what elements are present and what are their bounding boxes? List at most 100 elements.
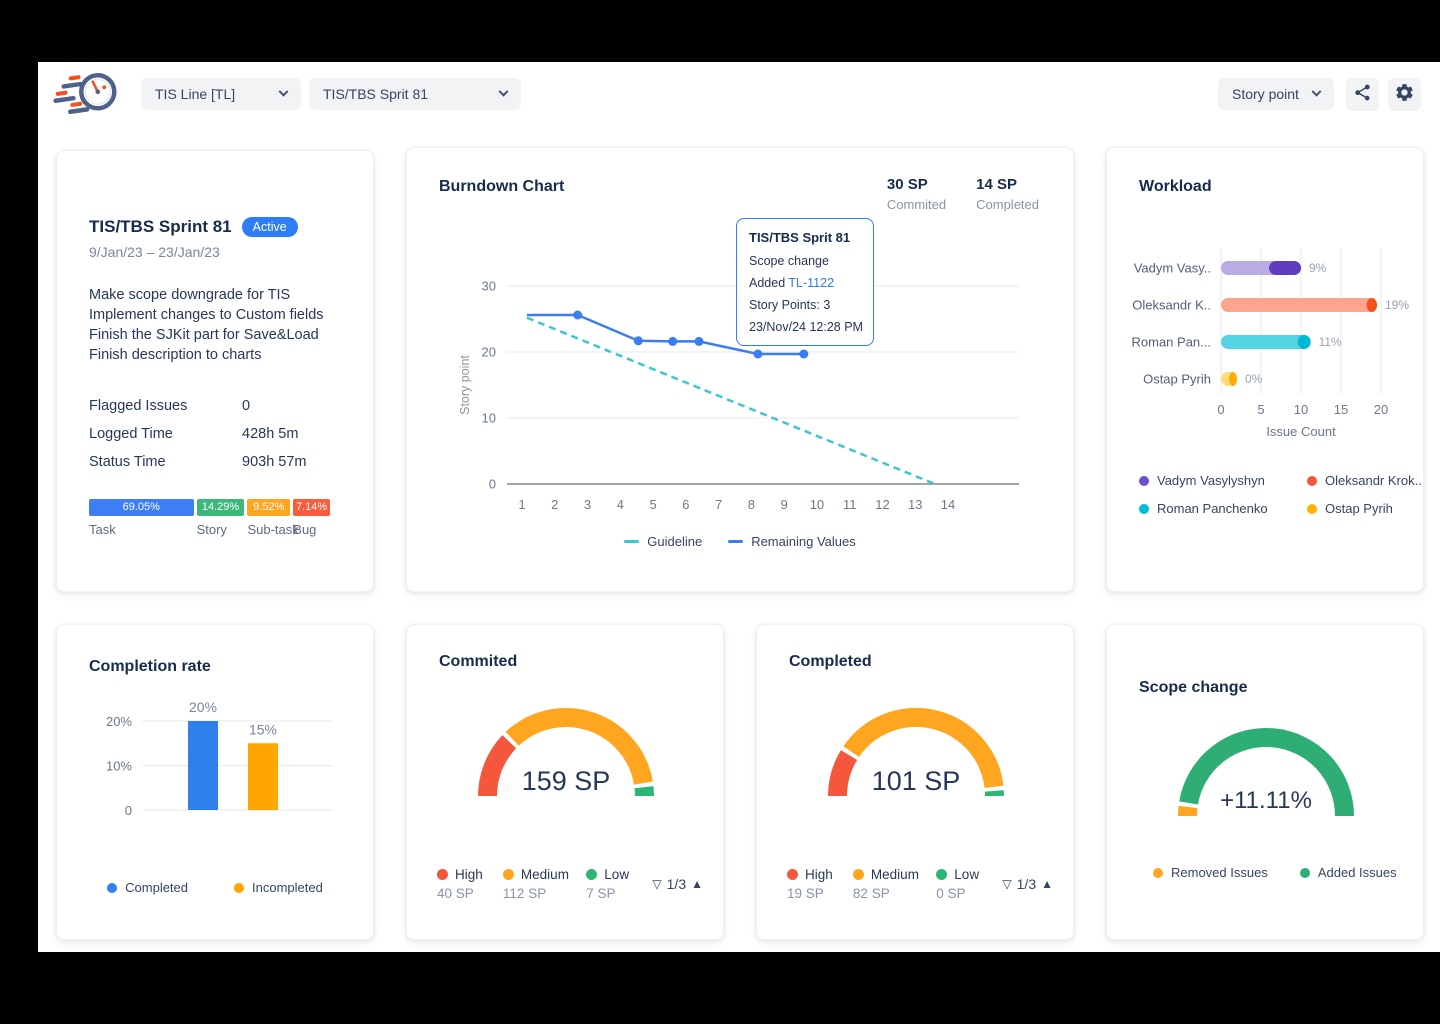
workload-bar[interactable] <box>1221 298 1377 312</box>
legend-item-removed-issues[interactable]: Removed Issues <box>1153 865 1268 880</box>
sprint-dropdown[interactable]: TIS/TBS Sprit 81 <box>309 78 521 110</box>
breakdown-col-task: 69.05% Task <box>89 499 194 537</box>
sprint-dropdown-value: TIS/TBS Sprit 81 <box>323 86 429 102</box>
breakdown-label: Sub-task <box>247 522 299 537</box>
breakdown-segment[interactable]: 9.52% <box>247 499 291 516</box>
svg-text:15: 15 <box>1334 402 1348 417</box>
gauge-segment-medium[interactable] <box>505 708 653 785</box>
completed-legend: High 19 SP Medium 82 SP Low 0 SP ▽ 1/3 ▲ <box>787 867 1053 901</box>
legend-item[interactable]: Roman Panchenko <box>1139 501 1307 516</box>
stat-row-logged-time: Logged Time 428h 5m <box>89 426 299 442</box>
svg-text:20: 20 <box>482 345 496 360</box>
page-up-icon[interactable]: ▲ <box>691 877 703 891</box>
svg-text:5: 5 <box>1257 402 1264 417</box>
workload-bar[interactable] <box>1221 335 1311 349</box>
legend-dot <box>234 882 245 893</box>
svg-text:10: 10 <box>810 497 824 512</box>
breakdown-segment[interactable]: 69.05% <box>89 499 194 516</box>
burndown-legend: Guideline Remaining Values <box>407 534 1073 549</box>
breakdown-segment[interactable]: 14.29% <box>196 499 245 516</box>
legend-item-remaining-values[interactable]: Remaining Values <box>728 534 856 549</box>
gauge-value: 159 SP <box>522 766 611 796</box>
issue-link[interactable]: TL-1122 <box>788 276 835 290</box>
data-point[interactable] <box>753 349 763 359</box>
pagination: ▽ 1/3 ▲ <box>652 876 703 892</box>
svg-text:5: 5 <box>649 497 656 512</box>
completed-gauge: 101 SP <box>828 708 1004 797</box>
svg-text:13: 13 <box>908 497 922 512</box>
data-point[interactable] <box>799 349 809 359</box>
gauge-segment-medium[interactable] <box>843 708 1004 789</box>
legend-item-medium: Medium 112 SP <box>502 867 569 901</box>
committed-legend: High 40 SP Medium 112 SP Low 7 SP ▽ 1/3 … <box>437 867 703 901</box>
top-bar: TIS Line [TL] TIS/TBS Sprit 81 Story poi… <box>38 62 1440 126</box>
legend-dot <box>852 869 864 880</box>
legend-item[interactable]: Vadym Vasylyshyn <box>1139 473 1307 488</box>
svg-text:10%: 10% <box>106 759 132 774</box>
legend-dot <box>586 869 598 880</box>
svg-text:7: 7 <box>715 497 722 512</box>
description-line: Make scope downgrade for TIS <box>89 287 291 303</box>
page-down-icon[interactable]: ▽ <box>1002 877 1012 891</box>
settings-button[interactable] <box>1388 77 1421 111</box>
legend-item-added-issues[interactable]: Added Issues <box>1299 865 1397 880</box>
sprint-date-range: 9/Jan/23 – 23/Jan/23 <box>89 244 220 260</box>
data-point[interactable] <box>633 336 643 346</box>
gauge-segment-added-issues[interactable] <box>1179 728 1354 817</box>
workload-bar-tip <box>1297 335 1311 349</box>
svg-text:0: 0 <box>125 803 132 818</box>
svg-text:20%: 20% <box>189 699 217 715</box>
completion-rate-card: Completion rate 0 10% 20% 20% 15% Completed … <box>56 624 374 940</box>
gear-icon <box>1394 82 1415 106</box>
data-point[interactable] <box>694 336 704 346</box>
completion-bar-incompleted[interactable] <box>248 743 278 810</box>
svg-text:15%: 15% <box>249 721 277 737</box>
completion-legend: Completed Incompleted <box>57 880 373 895</box>
status-badge: Active <box>241 217 298 237</box>
gauge-segment-low[interactable] <box>634 786 654 797</box>
svg-text:Issue Count: Issue Count <box>1266 424 1336 439</box>
completion-bar-completed[interactable] <box>188 721 218 810</box>
committed-title: Commited <box>439 653 518 670</box>
gauge-segment-removed-issues[interactable] <box>1177 805 1198 817</box>
gauge-segment-high[interactable] <box>828 750 858 797</box>
legend-item[interactable]: Oleksandr Krok.. <box>1307 473 1422 488</box>
legend-dot <box>787 869 798 880</box>
legend-item-completed[interactable]: Completed <box>107 880 188 895</box>
committed-card: Commited 159 SP High 40 SP Medium 112 SP… <box>406 624 724 940</box>
data-point[interactable] <box>668 336 678 346</box>
svg-text:Vadym Vasy..: Vadym Vasy.. <box>1134 261 1211 276</box>
breakdown-segment[interactable]: 7.14% <box>293 499 330 516</box>
legend-item-incompleted[interactable]: Incompleted <box>234 880 323 895</box>
metric-dropdown[interactable]: Story point <box>1218 78 1334 110</box>
sprint-stats: Flagged Issues 0 Logged Time 428h 5m Sta… <box>89 392 341 476</box>
app-logo <box>51 63 127 125</box>
workload-bar-tip <box>1366 298 1377 312</box>
svg-text:9%: 9% <box>1309 261 1327 275</box>
svg-text:10: 10 <box>482 411 496 426</box>
breakdown-col-bug: 7.14% Bug <box>293 499 330 537</box>
stat-value: 428h 5m <box>242 426 299 442</box>
scope-legend: Removed Issues Added Issues <box>1153 865 1397 880</box>
page-indicator: 1/3 <box>666 876 687 892</box>
legend-dot <box>1299 867 1310 878</box>
gauge-segment-high[interactable] <box>478 735 517 797</box>
scope-change-card: Scope change +11.11% Removed Issues Adde… <box>1106 624 1424 940</box>
svg-text:19%: 19% <box>1385 298 1409 312</box>
legend-item-guideline[interactable]: Guideline <box>624 534 702 549</box>
workload-chart: 0 5 10 15 20 Issue Count Vadym Vasy.. 9% Oleksan… <box>1132 248 1409 439</box>
breakdown-label: Story <box>196 522 227 537</box>
data-point[interactable] <box>573 310 583 320</box>
page-up-icon[interactable]: ▲ <box>1041 877 1053 891</box>
gauge-value: +11.11% <box>1220 787 1312 814</box>
svg-text:30: 30 <box>482 279 496 294</box>
workload-card: Workload 0 5 10 15 20 Issue Count Vadym Vasy..… <box>1106 147 1424 592</box>
legend-item[interactable]: Ostap Pyrih <box>1307 501 1422 516</box>
description-line: Finish description to charts <box>89 347 262 363</box>
page-down-icon[interactable]: ▽ <box>652 877 662 891</box>
legend-item-medium: Medium 82 SP <box>852 867 919 901</box>
share-button[interactable] <box>1346 77 1379 111</box>
legend-dot <box>1139 503 1149 514</box>
board-dropdown[interactable]: TIS Line [TL] <box>141 78 301 110</box>
workload-bar-tip <box>1269 261 1301 275</box>
